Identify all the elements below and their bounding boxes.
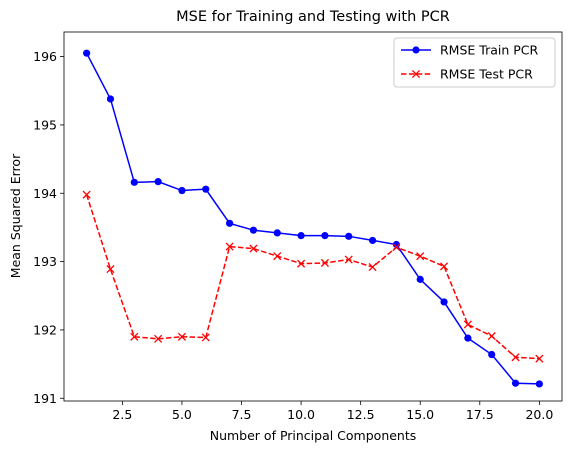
data-point [392, 243, 401, 252]
data-point [226, 219, 234, 227]
y-tick-label: 196 [33, 49, 57, 64]
x-tick-label: 7.5 [232, 407, 252, 422]
x-tick-label: 20.0 [525, 407, 553, 422]
y-axis-label: Mean Squared Error [8, 153, 23, 278]
data-point [511, 379, 520, 387]
data-point [130, 332, 139, 341]
legend-label-test: RMSE Test PCR [440, 67, 533, 82]
legend-marker-test [411, 69, 421, 79]
legend-label-train: RMSE Train PCR [440, 43, 539, 58]
data-point [82, 190, 91, 199]
legend-box [393, 37, 556, 88]
data-point [535, 354, 544, 363]
data-point [273, 229, 281, 237]
data-point [416, 275, 424, 283]
y-tick-label: 191 [33, 391, 57, 406]
data-point [463, 320, 472, 329]
data-point [344, 255, 353, 264]
y-tick-label: 195 [33, 117, 57, 132]
legend: RMSE Train PCR RMSE Test PCR [393, 37, 556, 88]
x-axis-label: Number of Principal Components [210, 428, 417, 443]
legend-marker-train [412, 46, 420, 54]
x-tick-label: 5.0 [172, 407, 192, 422]
y-tick-label: 193 [33, 254, 57, 269]
data-point [177, 332, 187, 341]
data-point [439, 262, 449, 271]
x-tick-label: 15.0 [406, 407, 434, 422]
data-point [416, 252, 425, 261]
data-point [488, 350, 496, 359]
data-point [535, 380, 543, 388]
data-point [154, 178, 162, 186]
chart-title: MSE for Training and Testing with PCR [176, 9, 450, 25]
data-point [321, 232, 329, 240]
legend-x-glyph [411, 69, 421, 79]
data-point [106, 95, 115, 103]
data-point [297, 232, 305, 240]
data-point [368, 263, 377, 272]
data-point [464, 334, 472, 342]
y-axis: 191 192 193 194 195 196 [33, 49, 64, 406]
data-point [487, 332, 496, 341]
data-point [345, 232, 353, 240]
data-point [297, 259, 306, 268]
y-tick-label: 192 [33, 322, 57, 337]
data-point [440, 298, 448, 306]
x-tick-label: 10.0 [287, 407, 315, 422]
data-point [178, 186, 186, 195]
series-layer [82, 49, 544, 388]
data-point [368, 236, 377, 245]
data-point [249, 244, 258, 253]
data-point [106, 265, 115, 274]
data-point [202, 185, 210, 193]
data-point [273, 252, 282, 261]
x-axis: 2.5 5.0 7.5 10.0 12.5 15.0 17.5 20.0 [112, 401, 553, 422]
data-point [83, 49, 91, 57]
data-point [320, 258, 329, 268]
x-tick-label: 12.5 [347, 407, 375, 422]
series-line-0 [85, 52, 540, 385]
data-point [249, 226, 258, 234]
plot-area [64, 32, 562, 401]
data-point [201, 333, 210, 342]
series-line-1 [85, 194, 540, 360]
plot-frame [63, 31, 563, 402]
data-point [154, 334, 163, 343]
x-tick-label: 2.5 [112, 407, 132, 422]
data-point [130, 178, 138, 186]
data-point [511, 353, 520, 362]
data-point [225, 242, 234, 251]
y-tick-label: 194 [33, 186, 57, 201]
x-tick-label: 17.5 [466, 407, 494, 422]
